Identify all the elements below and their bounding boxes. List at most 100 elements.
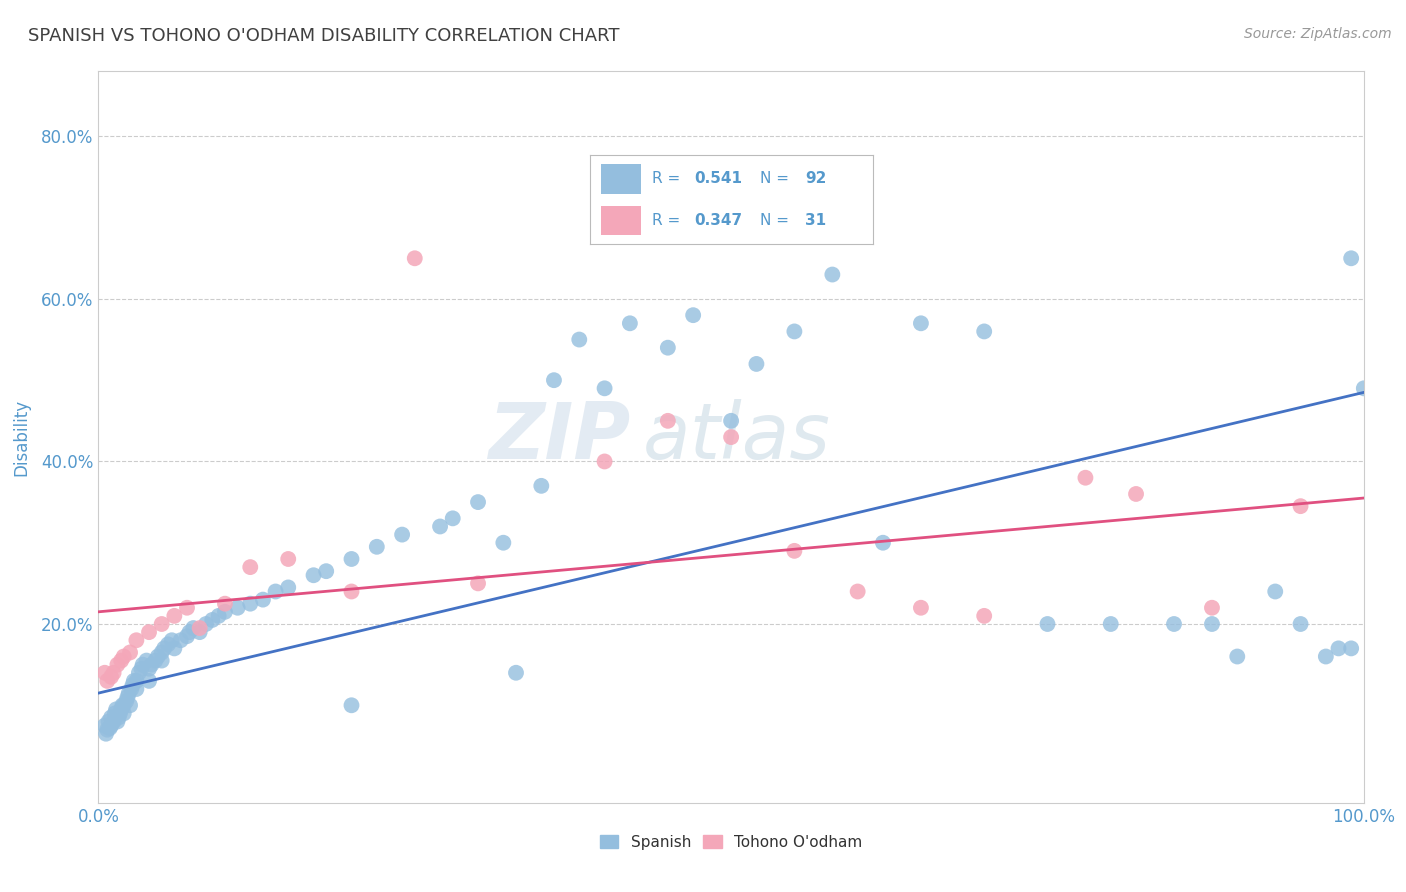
Point bbox=[107, 710, 129, 724]
Point bbox=[120, 681, 142, 696]
Point bbox=[1353, 381, 1375, 395]
Point bbox=[1163, 617, 1185, 632]
Point bbox=[720, 430, 742, 444]
Text: 92: 92 bbox=[806, 171, 827, 186]
Point bbox=[568, 333, 591, 347]
Point bbox=[120, 645, 141, 659]
Point bbox=[1074, 471, 1097, 485]
Point bbox=[93, 718, 117, 732]
Point bbox=[112, 706, 135, 721]
Point bbox=[160, 633, 183, 648]
Point bbox=[1315, 649, 1337, 664]
Point bbox=[183, 621, 205, 635]
Point bbox=[103, 665, 125, 680]
Point bbox=[100, 670, 122, 684]
Point bbox=[821, 268, 844, 282]
Text: R =: R = bbox=[652, 171, 681, 186]
Point bbox=[1340, 641, 1362, 656]
Point bbox=[110, 702, 132, 716]
Point bbox=[194, 617, 218, 632]
Point bbox=[125, 673, 148, 688]
Point bbox=[973, 325, 995, 339]
Point bbox=[108, 706, 131, 721]
Point bbox=[846, 584, 869, 599]
Point bbox=[1201, 600, 1223, 615]
Point bbox=[404, 252, 426, 266]
Point bbox=[1036, 617, 1059, 632]
Point bbox=[96, 723, 118, 737]
Point bbox=[111, 698, 134, 713]
Point bbox=[94, 727, 117, 741]
Text: atlas: atlas bbox=[643, 399, 831, 475]
Point bbox=[214, 597, 236, 611]
Point bbox=[188, 625, 211, 640]
Point bbox=[135, 654, 157, 668]
Text: Source: ZipAtlas.com: Source: ZipAtlas.com bbox=[1244, 27, 1392, 41]
Text: N =: N = bbox=[759, 171, 789, 186]
Point bbox=[277, 581, 299, 595]
Point bbox=[118, 686, 141, 700]
Point bbox=[150, 617, 173, 632]
Point bbox=[107, 714, 129, 729]
Point bbox=[745, 357, 768, 371]
Point bbox=[315, 564, 337, 578]
Point bbox=[176, 629, 198, 643]
Point bbox=[340, 698, 363, 713]
Point bbox=[340, 552, 363, 566]
Point bbox=[138, 625, 160, 640]
Point bbox=[340, 584, 363, 599]
Legend: Spanish, Tohono O'odham: Spanish, Tohono O'odham bbox=[592, 827, 870, 857]
Point bbox=[98, 721, 121, 735]
Y-axis label: Disability: Disability bbox=[11, 399, 30, 475]
Text: ZIP: ZIP bbox=[488, 399, 630, 475]
Point bbox=[96, 673, 118, 688]
Point bbox=[128, 665, 150, 680]
Point bbox=[226, 600, 249, 615]
Point bbox=[104, 706, 127, 721]
Point bbox=[910, 600, 932, 615]
Point bbox=[239, 560, 262, 574]
Point bbox=[157, 637, 180, 651]
Point bbox=[120, 698, 141, 713]
Point bbox=[277, 552, 299, 566]
Point bbox=[163, 641, 186, 656]
Point bbox=[1201, 617, 1223, 632]
Text: 31: 31 bbox=[806, 213, 827, 227]
Point bbox=[100, 710, 122, 724]
Point bbox=[492, 535, 515, 549]
Point bbox=[138, 673, 160, 688]
Point bbox=[100, 718, 122, 732]
Point bbox=[179, 625, 201, 640]
Point bbox=[121, 678, 143, 692]
Point bbox=[429, 519, 451, 533]
Point bbox=[252, 592, 274, 607]
Point bbox=[107, 657, 129, 672]
Point bbox=[973, 608, 995, 623]
Point bbox=[1099, 617, 1122, 632]
Point bbox=[366, 540, 388, 554]
Point bbox=[117, 690, 139, 705]
Point bbox=[872, 535, 894, 549]
Point bbox=[214, 605, 236, 619]
Point bbox=[97, 714, 120, 729]
Point bbox=[105, 702, 128, 716]
Point bbox=[720, 414, 742, 428]
Point bbox=[657, 414, 679, 428]
Point bbox=[391, 527, 413, 541]
Point bbox=[150, 645, 173, 659]
Point bbox=[783, 544, 806, 558]
Point bbox=[163, 608, 186, 623]
Point bbox=[1264, 584, 1286, 599]
Point bbox=[543, 373, 565, 387]
Point bbox=[188, 621, 211, 635]
Point bbox=[1289, 499, 1312, 513]
Point bbox=[783, 325, 806, 339]
Point bbox=[141, 657, 163, 672]
Bar bbox=[602, 206, 641, 235]
Point bbox=[201, 613, 224, 627]
Point bbox=[593, 454, 616, 468]
Point bbox=[1327, 641, 1350, 656]
Text: N =: N = bbox=[759, 213, 789, 227]
Bar bbox=[602, 164, 641, 194]
Point bbox=[138, 662, 160, 676]
